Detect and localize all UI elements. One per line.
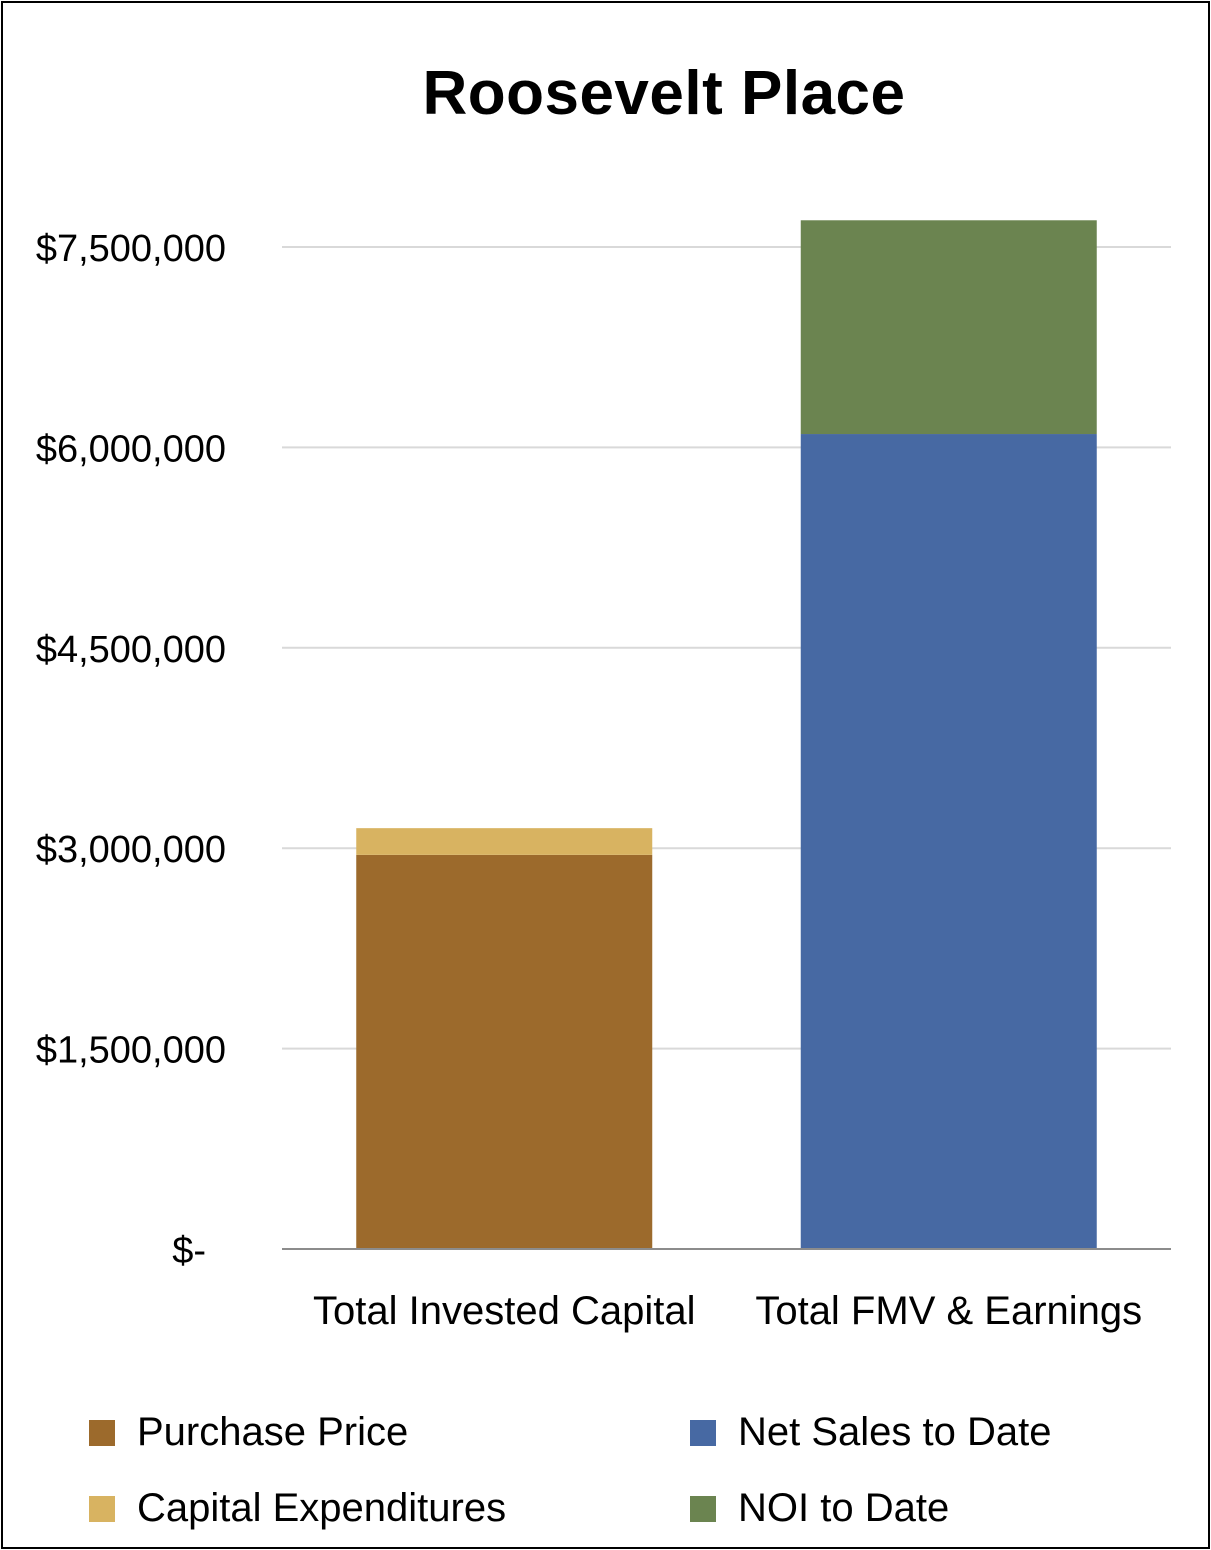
x-tick-label-0: Total Invested Capital bbox=[313, 1289, 695, 1333]
chart-title: Roosevelt Place bbox=[422, 59, 906, 128]
bar-purchase-price-0 bbox=[356, 854, 653, 1249]
bars bbox=[356, 220, 1097, 1249]
y-tick-label-5: $7,500,000 bbox=[36, 228, 226, 270]
bar-noi-to-date-1 bbox=[800, 220, 1097, 435]
x-tick-label-1: Total FMV & Earnings bbox=[755, 1289, 1142, 1333]
y-tick-label-2: $3,000,000 bbox=[36, 829, 226, 871]
x-tick-labels: Total Invested Capital Total FMV & Earnin… bbox=[313, 1289, 1142, 1333]
y-tick-labels: $- $1,500,000 $3,000,000 $4,500,000 $6,000,0… bbox=[36, 228, 226, 1272]
bar-net-sales-to-date-1 bbox=[800, 434, 1097, 1249]
y-tick-label-4: $6,000,000 bbox=[36, 428, 226, 470]
y-tick-label-3: $4,500,000 bbox=[36, 629, 226, 671]
y-tick-label-0: $- bbox=[172, 1230, 206, 1272]
bar-capital-expenditures-0 bbox=[356, 828, 653, 855]
y-tick-label-1: $1,500,000 bbox=[36, 1030, 226, 1072]
